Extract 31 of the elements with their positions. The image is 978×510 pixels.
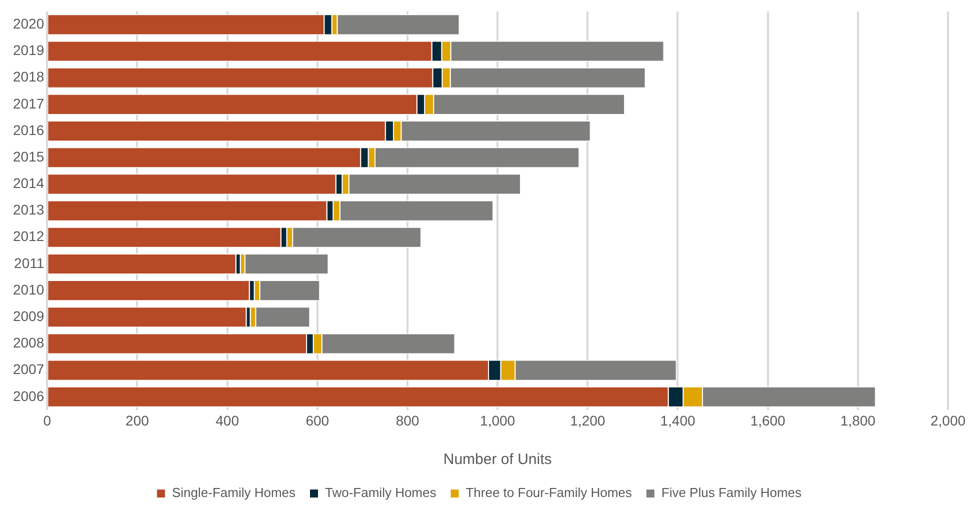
- y-tick-label: 2018: [12, 68, 44, 85]
- x-tick-label: 1,000: [480, 412, 516, 428]
- x-tick-label: 400: [216, 412, 240, 428]
- y-tick-label: 2008: [12, 334, 44, 351]
- legend-label: Two-Family Homes: [325, 485, 437, 500]
- x-tick-label: 0: [43, 412, 52, 428]
- x-tick-label: 600: [306, 412, 330, 428]
- y-tick-label: 2015: [12, 148, 44, 164]
- y-tick-label: 2014: [12, 175, 44, 192]
- legend-label: Single-Family Homes: [172, 485, 296, 500]
- x-tick-label: 1,600: [750, 412, 786, 428]
- x-tick-label: 1,800: [840, 412, 876, 428]
- x-tick-label: 2,000: [930, 412, 966, 428]
- x-tick-label: 1,400: [660, 412, 696, 428]
- x-tick-label: 1,200: [570, 412, 606, 428]
- legend-label: Three to Four-Family Homes: [466, 485, 632, 500]
- y-tick-label: 2017: [12, 95, 44, 112]
- y-tick-label: 2019: [12, 42, 44, 58]
- y-tick-label: 2011: [14, 254, 44, 271]
- y-tick-label: 2020: [12, 16, 44, 32]
- y-tick-label: 2016: [12, 122, 44, 138]
- y-tick-label: 2010: [12, 281, 44, 298]
- x-axis-title: Number of Units: [443, 451, 552, 468]
- y-tick-label: 2009: [12, 308, 44, 324]
- y-tick-label: 2007: [12, 361, 44, 378]
- legend-label: Five Plus Family Homes: [661, 485, 802, 500]
- x-tick-label: 800: [396, 412, 420, 428]
- y-tick-label: 2013: [12, 202, 44, 218]
- y-tick-label: 2012: [12, 228, 44, 244]
- x-tick-label: 200: [126, 412, 150, 428]
- y-tick-label: 2006: [12, 388, 44, 404]
